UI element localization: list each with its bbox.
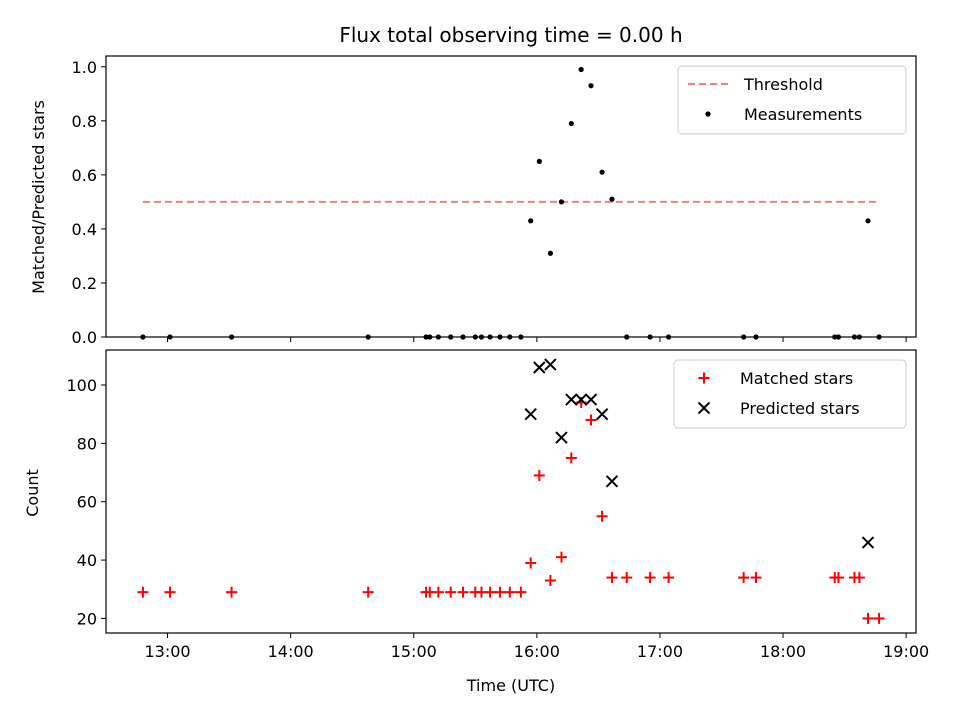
- measurement-point: [568, 120, 574, 127]
- matched-star-point: [585, 414, 597, 426]
- measurement-point: [588, 83, 594, 89]
- matched-star-point: [853, 572, 865, 584]
- matched-star-point: [515, 586, 527, 598]
- y-tick-label: 0.6: [72, 166, 97, 185]
- x-tick-label: 14:00: [268, 642, 314, 661]
- x-tick-label: 17:00: [637, 642, 683, 661]
- predicted-star-point: [555, 431, 568, 444]
- predicted-star-point: [533, 361, 546, 374]
- measurement-point: [865, 218, 871, 224]
- y-tick-label: 0.2: [72, 274, 97, 293]
- y-tick-label: 60: [77, 493, 97, 512]
- y-tick-label: 40: [77, 551, 97, 570]
- bottom-legend: Matched stars Predicted stars: [673, 359, 907, 429]
- legend-matched-swatch: [698, 372, 710, 384]
- matched-star-point: [484, 586, 496, 598]
- legend-label: Predicted stars: [740, 399, 860, 418]
- y-tick-label: 0.4: [72, 220, 97, 239]
- legend-predicted-swatch: [697, 401, 711, 415]
- top-panel-frame: [105, 55, 917, 338]
- x-axis-label: Time (UTC): [466, 676, 555, 695]
- x-tick-label: 19:00: [883, 642, 929, 661]
- predicted-star-point: [584, 393, 598, 406]
- matched-star-point: [596, 510, 608, 522]
- predicted-star-point: [861, 536, 875, 549]
- chart-title: Flux total observing time = 0.00 h: [339, 23, 682, 47]
- matched-star-point: [555, 551, 567, 563]
- measurement-point: [528, 218, 534, 224]
- matched-star-point: [226, 586, 238, 598]
- bottom-y-axis-label: Count: [23, 469, 42, 517]
- y-tick-label: 80: [77, 434, 97, 453]
- predicted-star-point: [595, 407, 609, 421]
- matched-star-point: [432, 586, 444, 598]
- matched-star-point: [362, 586, 374, 598]
- predicted-star-point: [565, 393, 578, 406]
- legend-label: Measurements: [744, 105, 862, 124]
- matched-star-point: [164, 586, 176, 598]
- top-legend: Threshold Measurements: [677, 65, 907, 135]
- top-y-axis-label: Matched/Predicted stars: [29, 100, 48, 294]
- legend-label: Matched stars: [740, 369, 853, 388]
- matched-star-point: [525, 557, 537, 569]
- measurement-point: [558, 199, 565, 205]
- bottom-panel: 20 40 60 80 100 13:00 14:00 15:00 16:00 17:00 18:0…: [23, 349, 929, 695]
- matched-star-point: [137, 586, 149, 598]
- predicted-star-point: [524, 407, 537, 421]
- y-tick-label: 1.0: [72, 58, 97, 77]
- bottom-panel-marks: [137, 358, 885, 624]
- x-tick-label: 18:00: [760, 642, 806, 661]
- y-tick-label: 0.8: [72, 112, 97, 131]
- bottom-panel-frame: [105, 349, 917, 634]
- matched-star-point: [832, 572, 844, 584]
- matched-star-point: [738, 572, 750, 584]
- y-tick-label: 100: [66, 376, 97, 395]
- measurement-point: [536, 158, 542, 164]
- legend-label: Threshold: [743, 75, 823, 94]
- predicted-star-point: [605, 475, 619, 488]
- predicted-star-point: [544, 358, 557, 371]
- matched-star-point: [862, 612, 874, 624]
- matched-star-point: [644, 572, 656, 584]
- top-panel: 0.0 0.2 0.4 0.6 0.8 1.0 Matched/Predicted sta…: [29, 55, 917, 347]
- matched-star-point: [445, 586, 457, 598]
- matched-star-point: [565, 452, 577, 464]
- matched-star-point: [663, 572, 675, 584]
- legend-measurement-swatch: [705, 111, 711, 117]
- x-tick-label: 16:00: [514, 642, 560, 661]
- legend-box: [677, 65, 907, 135]
- predicted-star-point: [574, 393, 588, 406]
- matched-star-point: [494, 586, 506, 598]
- measurement-point: [609, 196, 615, 202]
- matched-star-point: [533, 469, 545, 481]
- matched-star-point: [621, 572, 633, 584]
- x-tick-label: 13:00: [144, 642, 190, 661]
- matched-star-point: [504, 586, 516, 598]
- measurement-point: [547, 250, 553, 256]
- y-tick-label: 20: [77, 609, 97, 628]
- matched-star-point: [457, 586, 469, 598]
- measurement-point: [599, 169, 605, 175]
- legend-box: [673, 359, 907, 429]
- matched-star-point: [544, 574, 556, 586]
- x-tick-label: 15:00: [391, 642, 437, 661]
- measurement-point: [578, 66, 584, 73]
- matched-star-point: [750, 572, 762, 584]
- matched-star-point: [873, 612, 885, 624]
- y-tick-label: 0.0: [72, 328, 97, 347]
- matched-star-point: [606, 572, 618, 584]
